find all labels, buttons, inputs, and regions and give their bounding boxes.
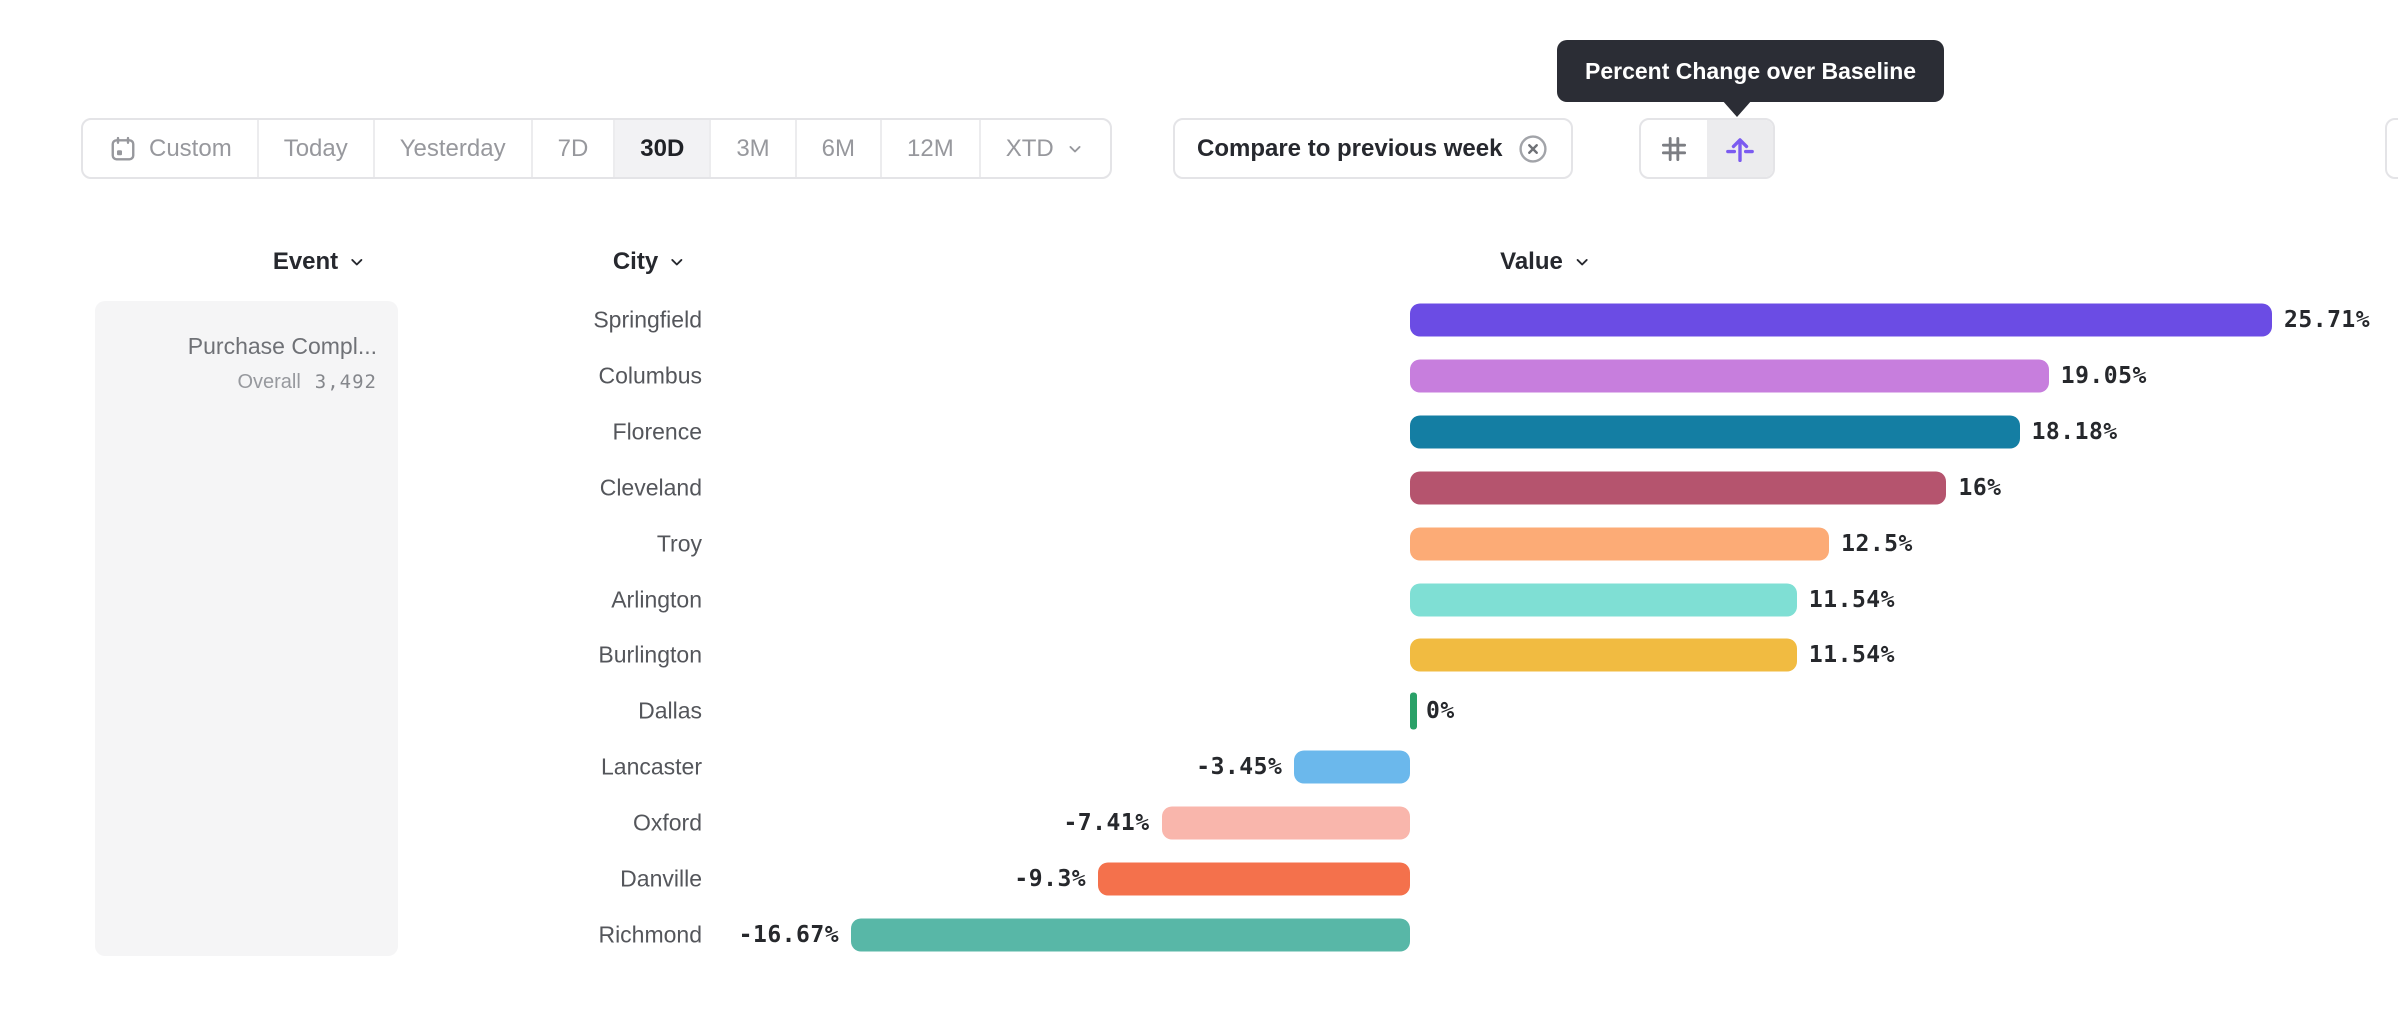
overall-label: Overall bbox=[237, 371, 301, 393]
tooltip-text: Percent Change over Baseline bbox=[1585, 57, 1917, 84]
city-label: Danville bbox=[620, 865, 702, 892]
value-label: 16% bbox=[1958, 474, 2002, 501]
column-header-value-label: Value bbox=[1500, 248, 1563, 275]
tooltip-pointer bbox=[1722, 100, 1752, 117]
chart-row: Burlington 11.54% bbox=[0, 627, 2398, 683]
value-bar[interactable] bbox=[1161, 806, 1410, 840]
chevron-down-icon bbox=[667, 252, 687, 272]
value-label: 0% bbox=[1426, 698, 1455, 725]
date-range-option-today[interactable]: Today bbox=[259, 120, 375, 177]
chart-row: Springfield 25.71% bbox=[0, 292, 2398, 348]
value-bar[interactable] bbox=[1410, 638, 1797, 672]
chart-row: Troy 12.5% bbox=[0, 516, 2398, 572]
chart-row: Oxford -7.41% bbox=[0, 795, 2398, 851]
value-label: -9.3% bbox=[1014, 866, 1087, 892]
value-bar[interactable] bbox=[1410, 471, 1947, 505]
chart-row: Cleveland 16% bbox=[0, 460, 2398, 516]
value-label: 12.5% bbox=[1841, 530, 1913, 557]
chart-row: Florence 18.18% bbox=[0, 404, 2398, 460]
date-range-option-12m[interactable]: 12M bbox=[882, 120, 981, 177]
date-range-option-30d[interactable]: 30D bbox=[615, 120, 712, 177]
city-label: Florence bbox=[612, 418, 702, 445]
city-label: Burlington bbox=[598, 641, 702, 668]
value-bar[interactable] bbox=[1410, 583, 1797, 616]
date-range-option-xtd[interactable]: XTD bbox=[981, 120, 1110, 177]
city-label: Columbus bbox=[598, 362, 702, 389]
value-label: -7.41% bbox=[1063, 810, 1150, 837]
date-range-option-label: 3M bbox=[736, 134, 770, 162]
date-range-option-label: 6M bbox=[821, 134, 855, 162]
column-header-event[interactable]: Event bbox=[273, 240, 367, 284]
date-range-option-yesterday[interactable]: Yesterday bbox=[375, 120, 533, 177]
overall-value: 3,492 bbox=[314, 371, 377, 393]
baseline-arrow-icon bbox=[1723, 132, 1757, 166]
date-range-option-label: 7D bbox=[557, 134, 589, 162]
column-header-city[interactable]: City bbox=[613, 240, 687, 284]
date-range-option-label: 12M bbox=[907, 134, 954, 162]
date-range-option-custom[interactable]: Custom bbox=[83, 120, 259, 177]
value-bar[interactable] bbox=[851, 918, 1410, 952]
calendar-icon bbox=[108, 134, 138, 164]
date-range-segmented-control: Custom Today Yesterday 7D 30D 3M 6M 12M … bbox=[81, 118, 1112, 179]
date-range-option-6m[interactable]: 6M bbox=[797, 120, 882, 177]
date-range-option-label: Today bbox=[283, 134, 348, 162]
toggle-percent-change-over-baseline[interactable] bbox=[1707, 120, 1773, 177]
value-label: -16.67% bbox=[738, 921, 840, 948]
city-label: Lancaster bbox=[600, 753, 702, 780]
city-label: Dallas bbox=[638, 697, 702, 724]
city-label: Arlington bbox=[611, 586, 702, 612]
event-name: Purchase Compl... bbox=[187, 333, 377, 359]
chart-row: Dallas 0% bbox=[0, 683, 2398, 739]
tooltip-percent-change-over-baseline: Percent Change over Baseline bbox=[1557, 40, 1945, 102]
date-range-option-7d[interactable]: 7D bbox=[533, 120, 616, 177]
chart-row: Richmond -16.67% bbox=[0, 907, 2398, 963]
value-bar[interactable] bbox=[1410, 359, 2049, 393]
value-bar[interactable] bbox=[1410, 692, 1417, 730]
value-label: 18.18% bbox=[2031, 418, 2118, 445]
city-label: Troy bbox=[656, 530, 702, 557]
chevron-down-icon bbox=[347, 252, 367, 272]
city-label: Cleveland bbox=[599, 474, 702, 501]
chevron-down-icon bbox=[1065, 139, 1085, 159]
value-bar[interactable] bbox=[1410, 527, 1830, 561]
column-header-value[interactable]: Value bbox=[1500, 240, 1592, 284]
value-label: 25.71% bbox=[2284, 307, 2371, 333]
chart-row: Lancaster -3.45% bbox=[0, 739, 2398, 795]
number-sign-icon bbox=[1657, 132, 1691, 166]
chart-row: Columbus 19.05% bbox=[0, 348, 2398, 404]
bar-chart: Springfield 25.71% Columbus 19.05% Flore… bbox=[0, 292, 2398, 967]
date-range-option-label: XTD bbox=[1005, 134, 1054, 162]
value-bar[interactable] bbox=[1410, 415, 2020, 449]
column-header-city-label: City bbox=[612, 248, 659, 275]
date-range-option-label: 30D bbox=[640, 134, 685, 162]
city-label: Oxford bbox=[632, 809, 702, 836]
column-header-event-label: Event bbox=[272, 248, 339, 275]
value-label: -3.45% bbox=[1196, 754, 1283, 781]
toggle-absolute-numbers[interactable] bbox=[1641, 120, 1707, 177]
compare-to-previous-week-button[interactable]: Compare to previous week bbox=[1173, 118, 1574, 179]
city-label: Springfield bbox=[593, 306, 702, 333]
date-range-option-label: Custom bbox=[149, 134, 232, 162]
city-label: Richmond bbox=[598, 921, 702, 948]
value-display-toggle-group bbox=[1639, 118, 1775, 179]
event-overall-row: Overall 3,492 bbox=[237, 371, 377, 394]
compare-label: Compare to previous week bbox=[1197, 134, 1503, 162]
value-label: 11.54% bbox=[1808, 586, 1896, 613]
value-bar[interactable] bbox=[1098, 862, 1410, 896]
chart-row: Arlington 11.54% bbox=[0, 572, 2398, 628]
event-card-purchase-completed[interactable]: Purchase Compl... Overall 3,492 bbox=[95, 301, 398, 956]
circle-x-icon[interactable] bbox=[1517, 133, 1549, 165]
value-bar[interactable] bbox=[1410, 303, 2273, 337]
chart-row: Danville -9.3% bbox=[0, 851, 2398, 907]
date-range-option-3m[interactable]: 3M bbox=[711, 120, 797, 177]
partial-button-right-edge[interactable] bbox=[2385, 118, 2398, 179]
value-label: 11.54% bbox=[1808, 642, 1896, 669]
value-label: 19.05% bbox=[2060, 362, 2147, 389]
chevron-down-icon bbox=[1572, 252, 1592, 272]
value-bar[interactable] bbox=[1294, 750, 1410, 784]
date-range-option-label: Yesterday bbox=[399, 134, 506, 162]
